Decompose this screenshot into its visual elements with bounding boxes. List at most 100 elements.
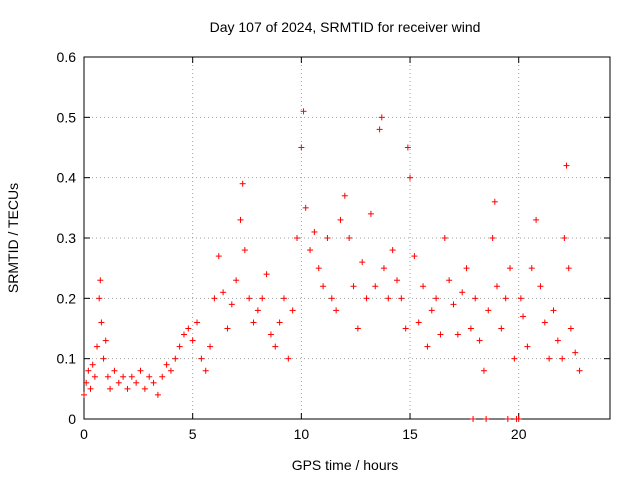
data-point <box>572 349 579 356</box>
data-point <box>507 265 514 272</box>
data-point <box>411 253 418 260</box>
data-point <box>267 331 274 338</box>
data-point <box>504 416 511 422</box>
data-point <box>359 259 366 266</box>
data-point <box>220 289 227 296</box>
data-point <box>511 355 518 362</box>
data-point <box>224 325 231 332</box>
data-point <box>454 331 461 338</box>
data-point <box>198 355 205 362</box>
data-point <box>180 331 187 338</box>
data-point <box>115 379 122 386</box>
data-point <box>263 271 270 278</box>
data-point <box>459 289 466 296</box>
data-point <box>470 416 477 422</box>
data-point <box>537 283 544 290</box>
data-point <box>298 144 305 151</box>
data-point <box>476 337 483 344</box>
data-point <box>104 373 111 380</box>
data-point <box>404 144 411 151</box>
data-point <box>315 265 322 272</box>
y-tick-label: 0.3 <box>57 230 77 246</box>
data-point <box>567 325 574 332</box>
data-point <box>83 379 90 386</box>
data-point <box>87 385 94 392</box>
data-point <box>176 343 183 350</box>
data-point <box>393 277 400 284</box>
data-point <box>520 313 527 320</box>
data-point <box>420 283 427 290</box>
data-point <box>363 295 370 302</box>
y-tick-label: 0.2 <box>57 290 77 306</box>
data-point <box>233 277 240 284</box>
data-point <box>254 307 261 314</box>
data-point <box>250 319 257 326</box>
data-point <box>533 216 540 223</box>
data-point <box>228 301 235 308</box>
data-point <box>380 265 387 272</box>
data-point <box>341 192 348 199</box>
data-point <box>446 277 453 284</box>
data-point <box>463 265 470 272</box>
data-point <box>302 204 309 211</box>
data-point <box>94 343 101 350</box>
data-point <box>141 385 148 392</box>
y-tick-label: 0.5 <box>57 109 77 125</box>
data-point <box>320 283 327 290</box>
data-point <box>163 361 170 368</box>
data-point <box>215 253 222 260</box>
data-point <box>515 416 522 422</box>
data-point <box>502 295 509 302</box>
data-point <box>480 367 487 374</box>
data-point <box>289 307 296 314</box>
data-point <box>398 295 405 302</box>
x-tick-label: 0 <box>80 426 88 442</box>
y-axis-label: SRMTID / TECUs <box>5 183 21 293</box>
x-axis-label: GPS time / hours <box>292 457 399 473</box>
data-point <box>407 174 414 181</box>
data-point <box>307 247 314 254</box>
data-point <box>491 198 498 205</box>
data-point <box>428 307 435 314</box>
data-point <box>280 295 287 302</box>
data-point <box>367 210 374 217</box>
data-point <box>133 379 140 386</box>
data-point <box>467 325 474 332</box>
data-point <box>107 385 114 392</box>
data-point <box>565 265 572 272</box>
data-point <box>100 355 107 362</box>
data-point <box>498 325 505 332</box>
data-point <box>563 162 570 169</box>
data-point <box>294 235 301 241</box>
data-point <box>311 228 318 235</box>
data-point <box>120 373 127 380</box>
data-point <box>241 247 248 254</box>
data-point <box>415 319 422 326</box>
data-point <box>167 367 174 374</box>
data-point <box>472 295 479 302</box>
data-point <box>354 325 361 332</box>
data-point <box>389 247 396 254</box>
data-point <box>285 355 292 362</box>
data-point <box>554 337 561 344</box>
x-tick-label: 15 <box>402 426 418 442</box>
axes: 0 0.1 0.2 0.3 0.4 0.5 0.6 0 5 10 15 20 <box>57 49 611 442</box>
data-point <box>376 126 383 133</box>
data-point <box>137 367 144 374</box>
data-point <box>111 367 118 374</box>
data-point <box>346 235 353 241</box>
data-point <box>237 216 244 223</box>
data-point <box>207 343 214 350</box>
y-tick-label: 0.6 <box>57 49 77 65</box>
data-point <box>528 265 535 272</box>
data-point <box>450 301 457 308</box>
data-point <box>159 373 166 380</box>
data-point <box>246 295 253 302</box>
data-point <box>150 379 157 386</box>
data-point <box>424 343 431 350</box>
y-tick-label: 0.1 <box>57 351 77 367</box>
data-point <box>561 235 568 241</box>
data-point <box>81 391 87 398</box>
